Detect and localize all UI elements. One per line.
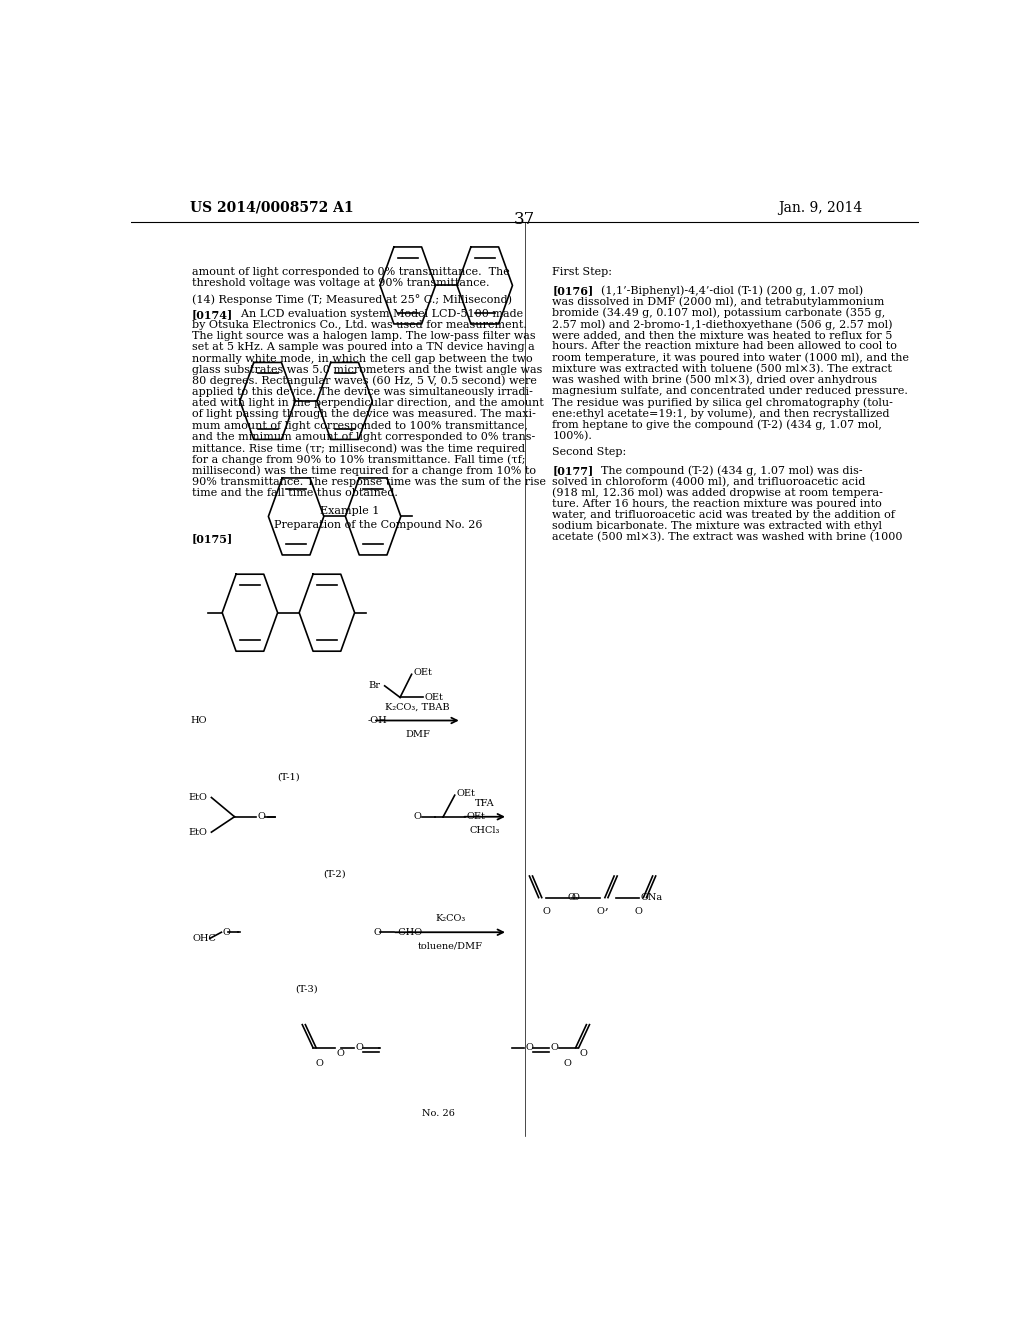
Text: threshold voltage was voltage at 90% transmittance.: threshold voltage was voltage at 90% tra… [193, 279, 489, 288]
Text: O: O [564, 1059, 571, 1068]
Text: 37: 37 [514, 211, 536, 228]
Text: (14) Response Time (T; Measured at 25° C.; Millisecond): (14) Response Time (T; Measured at 25° C… [193, 294, 512, 305]
Text: The compound (T-2) (434 g, 1.07 mol) was dis-: The compound (T-2) (434 g, 1.07 mol) was… [587, 466, 862, 477]
Text: time and the fall time thus obtained.: time and the fall time thus obtained. [193, 487, 398, 498]
Text: (1,1’-Biphenyl)-4,4’-diol (T-1) (200 g, 1.07 mol): (1,1’-Biphenyl)-4,4’-diol (T-1) (200 g, … [587, 285, 863, 296]
Text: sodium bicarbonate. The mixture was extracted with ethyl: sodium bicarbonate. The mixture was extr… [552, 521, 883, 531]
Text: magnesium sulfate, and concentrated under reduced pressure.: magnesium sulfate, and concentrated unde… [552, 385, 908, 396]
Text: ene:ethyl acetate=19:1, by volume), and then recrystallized: ene:ethyl acetate=19:1, by volume), and … [552, 408, 890, 418]
Text: from heptane to give the compound (T-2) (434 g, 1.07 mol,: from heptane to give the compound (T-2) … [552, 420, 883, 430]
Text: -OH: -OH [368, 715, 387, 725]
Text: hours. After the reaction mixture had been allowed to cool to: hours. After the reaction mixture had be… [552, 342, 897, 351]
Text: OEt: OEt [457, 789, 475, 799]
Text: TFA: TFA [475, 799, 495, 808]
Text: O: O [222, 928, 230, 937]
Text: of light passing through the device was measured. The maxi-: of light passing through the device was … [193, 409, 536, 420]
Text: O: O [571, 894, 579, 902]
Text: Preparation of the Compound No. 26: Preparation of the Compound No. 26 [274, 520, 482, 531]
Text: DMF: DMF [404, 730, 430, 739]
Text: water, and trifluoroacetic acid was treated by the addition of: water, and trifluoroacetic acid was trea… [552, 510, 895, 520]
Text: -CHO: -CHO [395, 928, 423, 937]
Text: were added, and then the mixture was heated to reflux for 5: were added, and then the mixture was hea… [552, 330, 893, 341]
Text: [0177]: [0177] [552, 466, 594, 477]
Text: Example 1: Example 1 [319, 506, 379, 516]
Text: K₂CO₃: K₂CO₃ [435, 913, 465, 923]
Text: O: O [596, 907, 604, 916]
Text: O: O [336, 1049, 344, 1059]
Text: toluene/DMF: toluene/DMF [418, 941, 482, 950]
Text: (918 ml, 12.36 mol) was added dropwise at room tempera-: (918 ml, 12.36 mol) was added dropwise a… [552, 487, 884, 498]
Text: O: O [543, 907, 550, 916]
Text: O: O [551, 1043, 559, 1052]
Text: [0174]: [0174] [193, 309, 233, 319]
Text: O: O [414, 812, 422, 821]
Text: O: O [567, 894, 575, 902]
Text: K₂CO₃, TBAB: K₂CO₃, TBAB [385, 702, 450, 711]
Text: Second Step:: Second Step: [552, 447, 627, 457]
Text: set at 5 kHz. A sample was poured into a TN device having a: set at 5 kHz. A sample was poured into a… [193, 342, 535, 352]
Text: O: O [635, 907, 643, 916]
Text: O: O [258, 812, 265, 821]
Text: mixture was extracted with toluene (500 ml×3). The extract: mixture was extracted with toluene (500 … [552, 364, 892, 374]
Text: (T-2): (T-2) [324, 869, 346, 878]
Text: solved in chloroform (4000 ml), and trifluoroacetic acid: solved in chloroform (4000 ml), and trif… [552, 477, 865, 487]
Text: OEt: OEt [413, 668, 432, 677]
Text: 2.57 mol) and 2-bromo-1,1-diethoxyethane (506 g, 2.57 mol): 2.57 mol) and 2-bromo-1,1-diethoxyethane… [552, 319, 893, 330]
Text: 100%).: 100%). [552, 430, 592, 441]
Text: for a change from 90% to 10% transmittance. Fall time (τf;: for a change from 90% to 10% transmittan… [193, 454, 525, 465]
Text: applied to this device. The device was simultaneously irradi-: applied to this device. The device was s… [193, 387, 532, 397]
Text: was dissolved in DMF (2000 ml), and tetrabutylammonium: was dissolved in DMF (2000 ml), and tetr… [552, 297, 885, 308]
Text: The light source was a halogen lamp. The low-pass filter was: The light source was a halogen lamp. The… [193, 331, 536, 341]
Text: mum amount of light corresponded to 100% transmittance,: mum amount of light corresponded to 100%… [193, 421, 528, 430]
Text: glass substrates was 5.0 micrometers and the twist angle was: glass substrates was 5.0 micrometers and… [193, 364, 543, 375]
Text: O: O [374, 928, 382, 937]
Text: EtO: EtO [188, 793, 208, 803]
Text: OEt: OEt [425, 693, 443, 702]
Text: was washed with brine (500 ml×3), dried over anhydrous: was washed with brine (500 ml×3), dried … [552, 375, 878, 385]
Text: Jan. 9, 2014: Jan. 9, 2014 [778, 201, 862, 215]
Text: US 2014/0008572 A1: US 2014/0008572 A1 [189, 201, 353, 215]
Text: millisecond) was the time required for a change from 10% to: millisecond) was the time required for a… [193, 466, 536, 477]
Text: EtO: EtO [188, 828, 208, 837]
Text: Br: Br [369, 681, 381, 690]
Text: First Step:: First Step: [552, 267, 612, 277]
Text: 80 degrees. Rectangular waves (60 Hz, 5 V, 0.5 second) were: 80 degrees. Rectangular waves (60 Hz, 5 … [193, 376, 537, 387]
Text: room temperature, it was poured into water (1000 ml), and the: room temperature, it was poured into wat… [552, 352, 909, 363]
Text: ONa: ONa [640, 894, 663, 902]
Text: [0176]: [0176] [552, 285, 594, 297]
Text: [0175]: [0175] [193, 533, 233, 544]
Text: OEt: OEt [466, 812, 485, 821]
Text: ated with light in the perpendicular direction, and the amount: ated with light in the perpendicular dir… [193, 399, 544, 408]
Text: The residue was purified by silica gel chromatography (tolu-: The residue was purified by silica gel c… [552, 397, 893, 408]
Text: amount of light corresponded to 0% transmittance.  The: amount of light corresponded to 0% trans… [193, 267, 510, 277]
Text: normally white mode, in which the cell gap between the two: normally white mode, in which the cell g… [193, 354, 532, 363]
Text: acetate (500 ml×3). The extract was washed with brine (1000: acetate (500 ml×3). The extract was wash… [552, 532, 903, 543]
Text: O: O [315, 1059, 324, 1068]
Text: ture. After 16 hours, the reaction mixture was poured into: ture. After 16 hours, the reaction mixtu… [552, 499, 882, 510]
Text: O: O [525, 1043, 534, 1052]
Text: OHC: OHC [193, 935, 216, 942]
Text: by Otsuka Electronics Co., Ltd. was used for measurement.: by Otsuka Electronics Co., Ltd. was used… [193, 319, 527, 330]
Text: O: O [355, 1043, 364, 1052]
Text: HO: HO [190, 715, 207, 725]
Text: No. 26: No. 26 [422, 1109, 455, 1118]
Text: An LCD evaluation system Model LCD-5100 made: An LCD evaluation system Model LCD-5100 … [226, 309, 523, 319]
Text: CHCl₃: CHCl₃ [470, 826, 500, 836]
Text: O: O [580, 1049, 588, 1059]
Text: and the minimum amount of light corresponded to 0% trans-: and the minimum amount of light correspo… [193, 432, 536, 442]
Text: (T-1): (T-1) [278, 774, 300, 781]
Text: mittance. Rise time (τr; millisecond) was the time required: mittance. Rise time (τr; millisecond) wa… [193, 444, 525, 454]
Text: (T-3): (T-3) [295, 985, 317, 994]
Text: bromide (34.49 g, 0.107 mol), potassium carbonate (355 g,: bromide (34.49 g, 0.107 mol), potassium … [552, 308, 886, 318]
Text: 90% transmittance. The response time was the sum of the rise: 90% transmittance. The response time was… [193, 477, 546, 487]
Text: ,: , [604, 899, 608, 912]
